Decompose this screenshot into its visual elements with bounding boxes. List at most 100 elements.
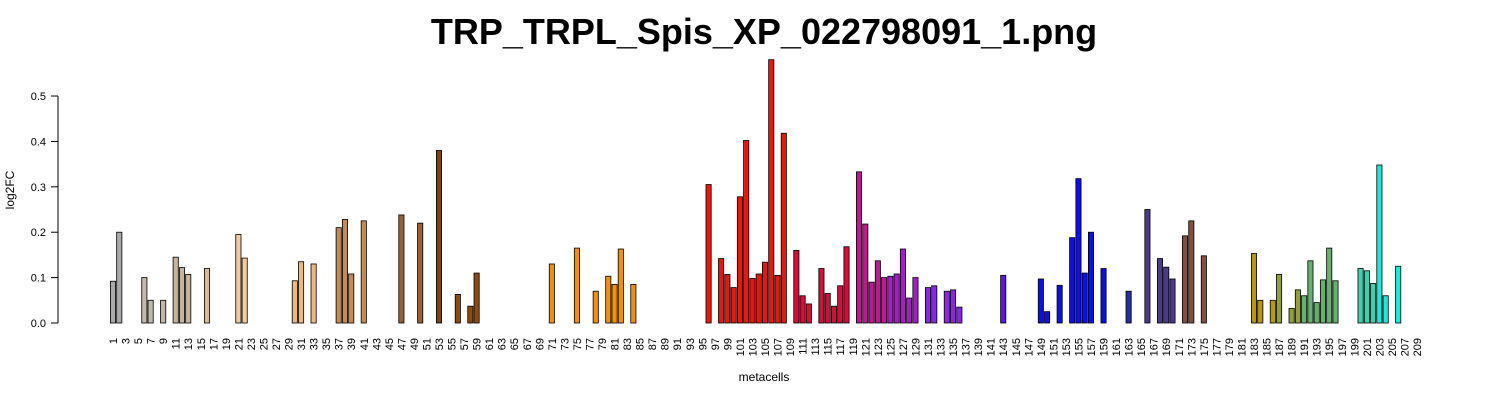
x-tick-label: 123 — [873, 338, 885, 356]
x-tick-label: 63 — [497, 338, 509, 350]
x-tick-label: 35 — [321, 338, 333, 350]
x-axis-label: metacells — [739, 370, 790, 384]
bar — [1182, 235, 1189, 324]
bar — [912, 277, 919, 324]
bar — [887, 275, 894, 324]
bar — [906, 297, 913, 324]
x-tick-label: 5 — [133, 338, 145, 344]
bar — [1319, 279, 1326, 324]
x-tick-label: 49 — [409, 338, 421, 350]
x-tick-label: 183 — [1249, 338, 1261, 356]
bar — [1163, 266, 1170, 324]
x-tick-label: 177 — [1211, 338, 1223, 356]
x-tick-label: 209 — [1412, 338, 1424, 356]
bar — [862, 223, 869, 324]
x-tick-label: 27 — [271, 338, 283, 350]
x-tick-label: 91 — [672, 338, 684, 350]
bar — [573, 247, 580, 324]
y-tick-label: 0.5 — [31, 91, 46, 103]
x-tick-label: 189 — [1287, 338, 1299, 356]
x-tick-label: 205 — [1387, 338, 1399, 356]
x-tick-label: 115 — [823, 338, 835, 356]
x-tick-label: 43 — [371, 338, 383, 350]
x-tick-label: 127 — [898, 338, 910, 356]
x-tick-label: 71 — [547, 338, 559, 350]
x-tick-label: 25 — [258, 338, 270, 350]
x-tick-label: 197 — [1337, 338, 1349, 356]
x-tick-label: 149 — [1036, 338, 1048, 356]
x-tick-label: 157 — [1086, 338, 1098, 356]
bar — [298, 261, 305, 324]
bar — [1044, 311, 1051, 324]
x-tick-label: 135 — [948, 338, 960, 356]
bar — [718, 258, 725, 324]
y-tick-label: 0.3 — [31, 182, 46, 194]
bar — [837, 285, 844, 324]
bar — [830, 305, 837, 324]
bar — [874, 260, 881, 324]
x-tick-label: 81 — [610, 338, 622, 350]
bar — [1382, 295, 1389, 324]
x-tick-label: 171 — [1174, 338, 1186, 356]
y-axis-label: log2FC — [3, 170, 17, 209]
x-tick-label: 59 — [472, 338, 484, 350]
x-tick-label: 163 — [1124, 338, 1136, 356]
bar — [1081, 272, 1088, 324]
x-tick-label: 173 — [1186, 338, 1198, 356]
x-tick-label: 207 — [1399, 338, 1411, 356]
bar — [110, 280, 117, 324]
x-tick-label: 61 — [484, 338, 496, 350]
x-tick-label: 193 — [1312, 338, 1324, 356]
x-tick-label: 73 — [559, 338, 571, 350]
bar — [241, 257, 248, 324]
x-tick-label: 187 — [1274, 338, 1286, 356]
x-tick-label: 93 — [685, 338, 697, 350]
x-tick-label: 179 — [1224, 338, 1236, 356]
x-tick-label: 41 — [359, 338, 371, 350]
bar — [1363, 270, 1370, 324]
x-tick-label: 57 — [459, 338, 471, 350]
x-tick-label: 199 — [1349, 338, 1361, 356]
x-tick-label: 75 — [572, 338, 584, 350]
x-tick-label: 161 — [1111, 338, 1123, 356]
bar — [1200, 255, 1207, 324]
bar — [1125, 290, 1132, 324]
bar — [141, 277, 148, 324]
x-tick-label: 55 — [447, 338, 459, 350]
x-tick-label: 45 — [384, 338, 396, 350]
x-tick-label: 113 — [810, 338, 822, 356]
x-tick-label: 111 — [798, 338, 810, 355]
bar — [893, 273, 900, 324]
y-tick-label: 0.4 — [31, 136, 46, 148]
bar — [1376, 164, 1383, 324]
x-tick-label: 15 — [196, 338, 208, 350]
x-tick-label: 133 — [936, 338, 948, 356]
bar — [1307, 260, 1314, 324]
x-tick-label: 77 — [584, 338, 596, 350]
bar — [1069, 237, 1076, 324]
bar — [147, 299, 154, 324]
x-tick-label: 117 — [835, 338, 847, 356]
bar — [931, 285, 938, 324]
x-tick-label: 37 — [334, 338, 346, 350]
x-tick-label: 29 — [284, 338, 296, 350]
bar — [1000, 274, 1007, 324]
chart-title: TRP_TRPL_Spis_XP_022798091_1.png — [431, 11, 1097, 52]
y-tick-label: 0.0 — [31, 318, 46, 330]
bar — [824, 293, 831, 324]
x-tick-label: 139 — [973, 338, 985, 356]
x-tick-label: 97 — [710, 338, 722, 350]
bar — [617, 248, 624, 324]
x-tick-label: 145 — [1011, 338, 1023, 356]
bar — [943, 290, 950, 324]
bar — [335, 227, 342, 324]
x-tick-label: 155 — [1073, 338, 1085, 356]
bar — [1288, 308, 1295, 324]
y-tick-label: 0.2 — [31, 227, 46, 239]
bar — [724, 274, 731, 324]
x-tick-label: 129 — [910, 338, 922, 356]
x-tick-label: 31 — [296, 338, 308, 350]
x-tick-label: 83 — [622, 338, 634, 350]
x-tick-label: 107 — [773, 338, 785, 356]
